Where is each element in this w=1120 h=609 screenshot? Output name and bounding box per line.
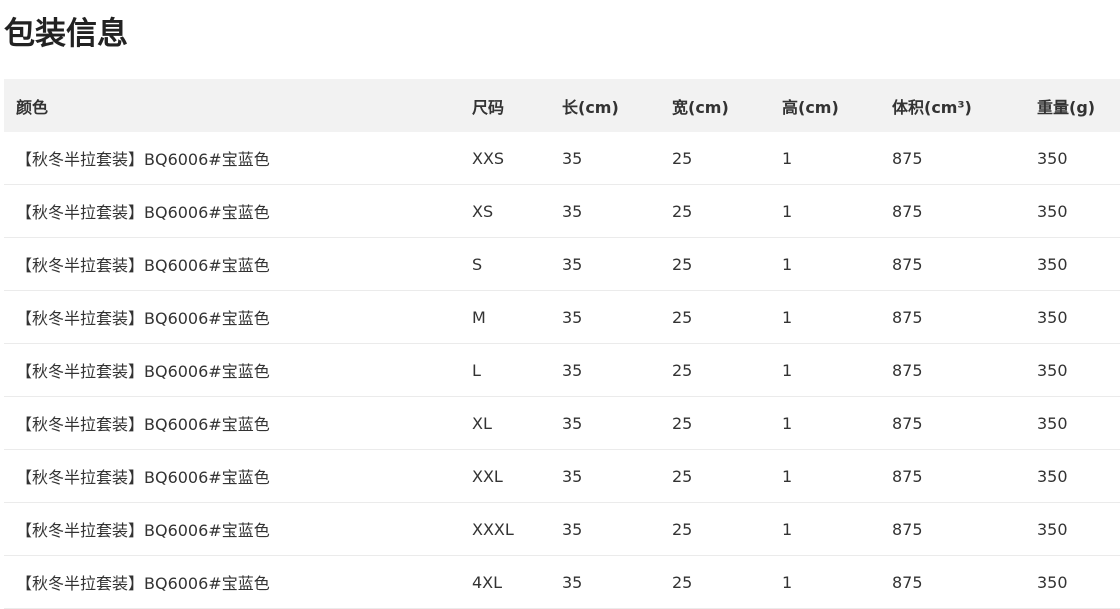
cell-color: 【秋冬半拉套装】BQ6006#宝蓝色 bbox=[4, 555, 472, 609]
cell-size: S bbox=[472, 237, 562, 291]
cell-length: 35 bbox=[562, 290, 672, 344]
cell-height: 1 bbox=[782, 343, 892, 397]
cell-volume: 875 bbox=[892, 449, 1037, 503]
cell-height: 1 bbox=[782, 502, 892, 556]
cell-width: 25 bbox=[672, 449, 782, 503]
cell-weight: 350 bbox=[1037, 184, 1120, 238]
cell-size: XL bbox=[472, 396, 562, 450]
table-row: 【秋冬半拉套装】BQ6006#宝蓝色 XXS 35 25 1 875 350 bbox=[4, 132, 1120, 185]
cell-size: XXS bbox=[472, 132, 562, 185]
cell-length: 35 bbox=[562, 184, 672, 238]
cell-width: 25 bbox=[672, 555, 782, 609]
cell-length: 35 bbox=[562, 237, 672, 291]
cell-weight: 350 bbox=[1037, 343, 1120, 397]
cell-volume: 875 bbox=[892, 555, 1037, 609]
cell-volume: 875 bbox=[892, 396, 1037, 450]
table-row: 【秋冬半拉套装】BQ6006#宝蓝色 XL 35 25 1 875 350 bbox=[4, 396, 1120, 450]
cell-width: 25 bbox=[672, 184, 782, 238]
table-row: 【秋冬半拉套装】BQ6006#宝蓝色 M 35 25 1 875 350 bbox=[4, 290, 1120, 344]
cell-size: M bbox=[472, 290, 562, 344]
cell-size: XXXL bbox=[472, 502, 562, 556]
cell-color: 【秋冬半拉套装】BQ6006#宝蓝色 bbox=[4, 237, 472, 291]
cell-size: XXL bbox=[472, 449, 562, 503]
cell-height: 1 bbox=[782, 290, 892, 344]
cell-width: 25 bbox=[672, 396, 782, 450]
cell-height: 1 bbox=[782, 184, 892, 238]
cell-width: 25 bbox=[672, 237, 782, 291]
cell-weight: 350 bbox=[1037, 237, 1120, 291]
table-row: 【秋冬半拉套装】BQ6006#宝蓝色 XXL 35 25 1 875 350 bbox=[4, 449, 1120, 503]
column-header-width: 宽(cm) bbox=[672, 79, 782, 132]
cell-volume: 875 bbox=[892, 237, 1037, 291]
cell-length: 35 bbox=[562, 132, 672, 185]
cell-color: 【秋冬半拉套装】BQ6006#宝蓝色 bbox=[4, 184, 472, 238]
cell-volume: 875 bbox=[892, 132, 1037, 185]
cell-color: 【秋冬半拉套装】BQ6006#宝蓝色 bbox=[4, 502, 472, 556]
cell-size: 4XL bbox=[472, 555, 562, 609]
column-header-size: 尺码 bbox=[472, 79, 562, 132]
table-row: 【秋冬半拉套装】BQ6006#宝蓝色 XS 35 25 1 875 350 bbox=[4, 184, 1120, 238]
column-header-color: 颜色 bbox=[4, 79, 472, 132]
cell-weight: 350 bbox=[1037, 555, 1120, 609]
cell-height: 1 bbox=[782, 555, 892, 609]
cell-width: 25 bbox=[672, 502, 782, 556]
cell-color: 【秋冬半拉套装】BQ6006#宝蓝色 bbox=[4, 449, 472, 503]
cell-weight: 350 bbox=[1037, 290, 1120, 344]
table-row: 【秋冬半拉套装】BQ6006#宝蓝色 XXXL 35 25 1 875 350 bbox=[4, 502, 1120, 556]
column-header-volume: 体积(cm³) bbox=[892, 79, 1037, 132]
cell-height: 1 bbox=[782, 449, 892, 503]
table-header-row: 颜色 尺码 长(cm) 宽(cm) 高(cm) 体积(cm³) 重量(g) bbox=[4, 79, 1120, 132]
cell-height: 1 bbox=[782, 132, 892, 185]
cell-weight: 350 bbox=[1037, 396, 1120, 450]
cell-weight: 350 bbox=[1037, 502, 1120, 556]
cell-size: XS bbox=[472, 184, 562, 238]
table-row: 【秋冬半拉套装】BQ6006#宝蓝色 4XL 35 25 1 875 350 bbox=[4, 555, 1120, 609]
cell-volume: 875 bbox=[892, 343, 1037, 397]
cell-color: 【秋冬半拉套装】BQ6006#宝蓝色 bbox=[4, 396, 472, 450]
cell-length: 35 bbox=[562, 396, 672, 450]
cell-height: 1 bbox=[782, 237, 892, 291]
cell-volume: 875 bbox=[892, 290, 1037, 344]
cell-width: 25 bbox=[672, 343, 782, 397]
cell-volume: 875 bbox=[892, 184, 1037, 238]
cell-length: 35 bbox=[562, 343, 672, 397]
cell-width: 25 bbox=[672, 132, 782, 185]
cell-volume: 875 bbox=[892, 502, 1037, 556]
cell-color: 【秋冬半拉套装】BQ6006#宝蓝色 bbox=[4, 290, 472, 344]
cell-length: 35 bbox=[562, 502, 672, 556]
packaging-table: 颜色 尺码 长(cm) 宽(cm) 高(cm) 体积(cm³) 重量(g) 【秋冬半拉套装】… bbox=[4, 79, 1120, 609]
cell-color: 【秋冬半拉套装】BQ6006#宝蓝色 bbox=[4, 132, 472, 185]
column-header-weight: 重量(g) bbox=[1037, 79, 1120, 132]
cell-color: 【秋冬半拉套装】BQ6006#宝蓝色 bbox=[4, 343, 472, 397]
cell-weight: 350 bbox=[1037, 449, 1120, 503]
table-row: 【秋冬半拉套装】BQ6006#宝蓝色 S 35 25 1 875 350 bbox=[4, 237, 1120, 291]
page-title: 包装信息 bbox=[4, 16, 128, 52]
column-header-length: 长(cm) bbox=[562, 79, 672, 132]
column-header-height: 高(cm) bbox=[782, 79, 892, 132]
table-row: 【秋冬半拉套装】BQ6006#宝蓝色 L 35 25 1 875 350 bbox=[4, 343, 1120, 397]
cell-width: 25 bbox=[672, 290, 782, 344]
cell-height: 1 bbox=[782, 396, 892, 450]
cell-weight: 350 bbox=[1037, 132, 1120, 185]
cell-length: 35 bbox=[562, 555, 672, 609]
cell-length: 35 bbox=[562, 449, 672, 503]
cell-size: L bbox=[472, 343, 562, 397]
